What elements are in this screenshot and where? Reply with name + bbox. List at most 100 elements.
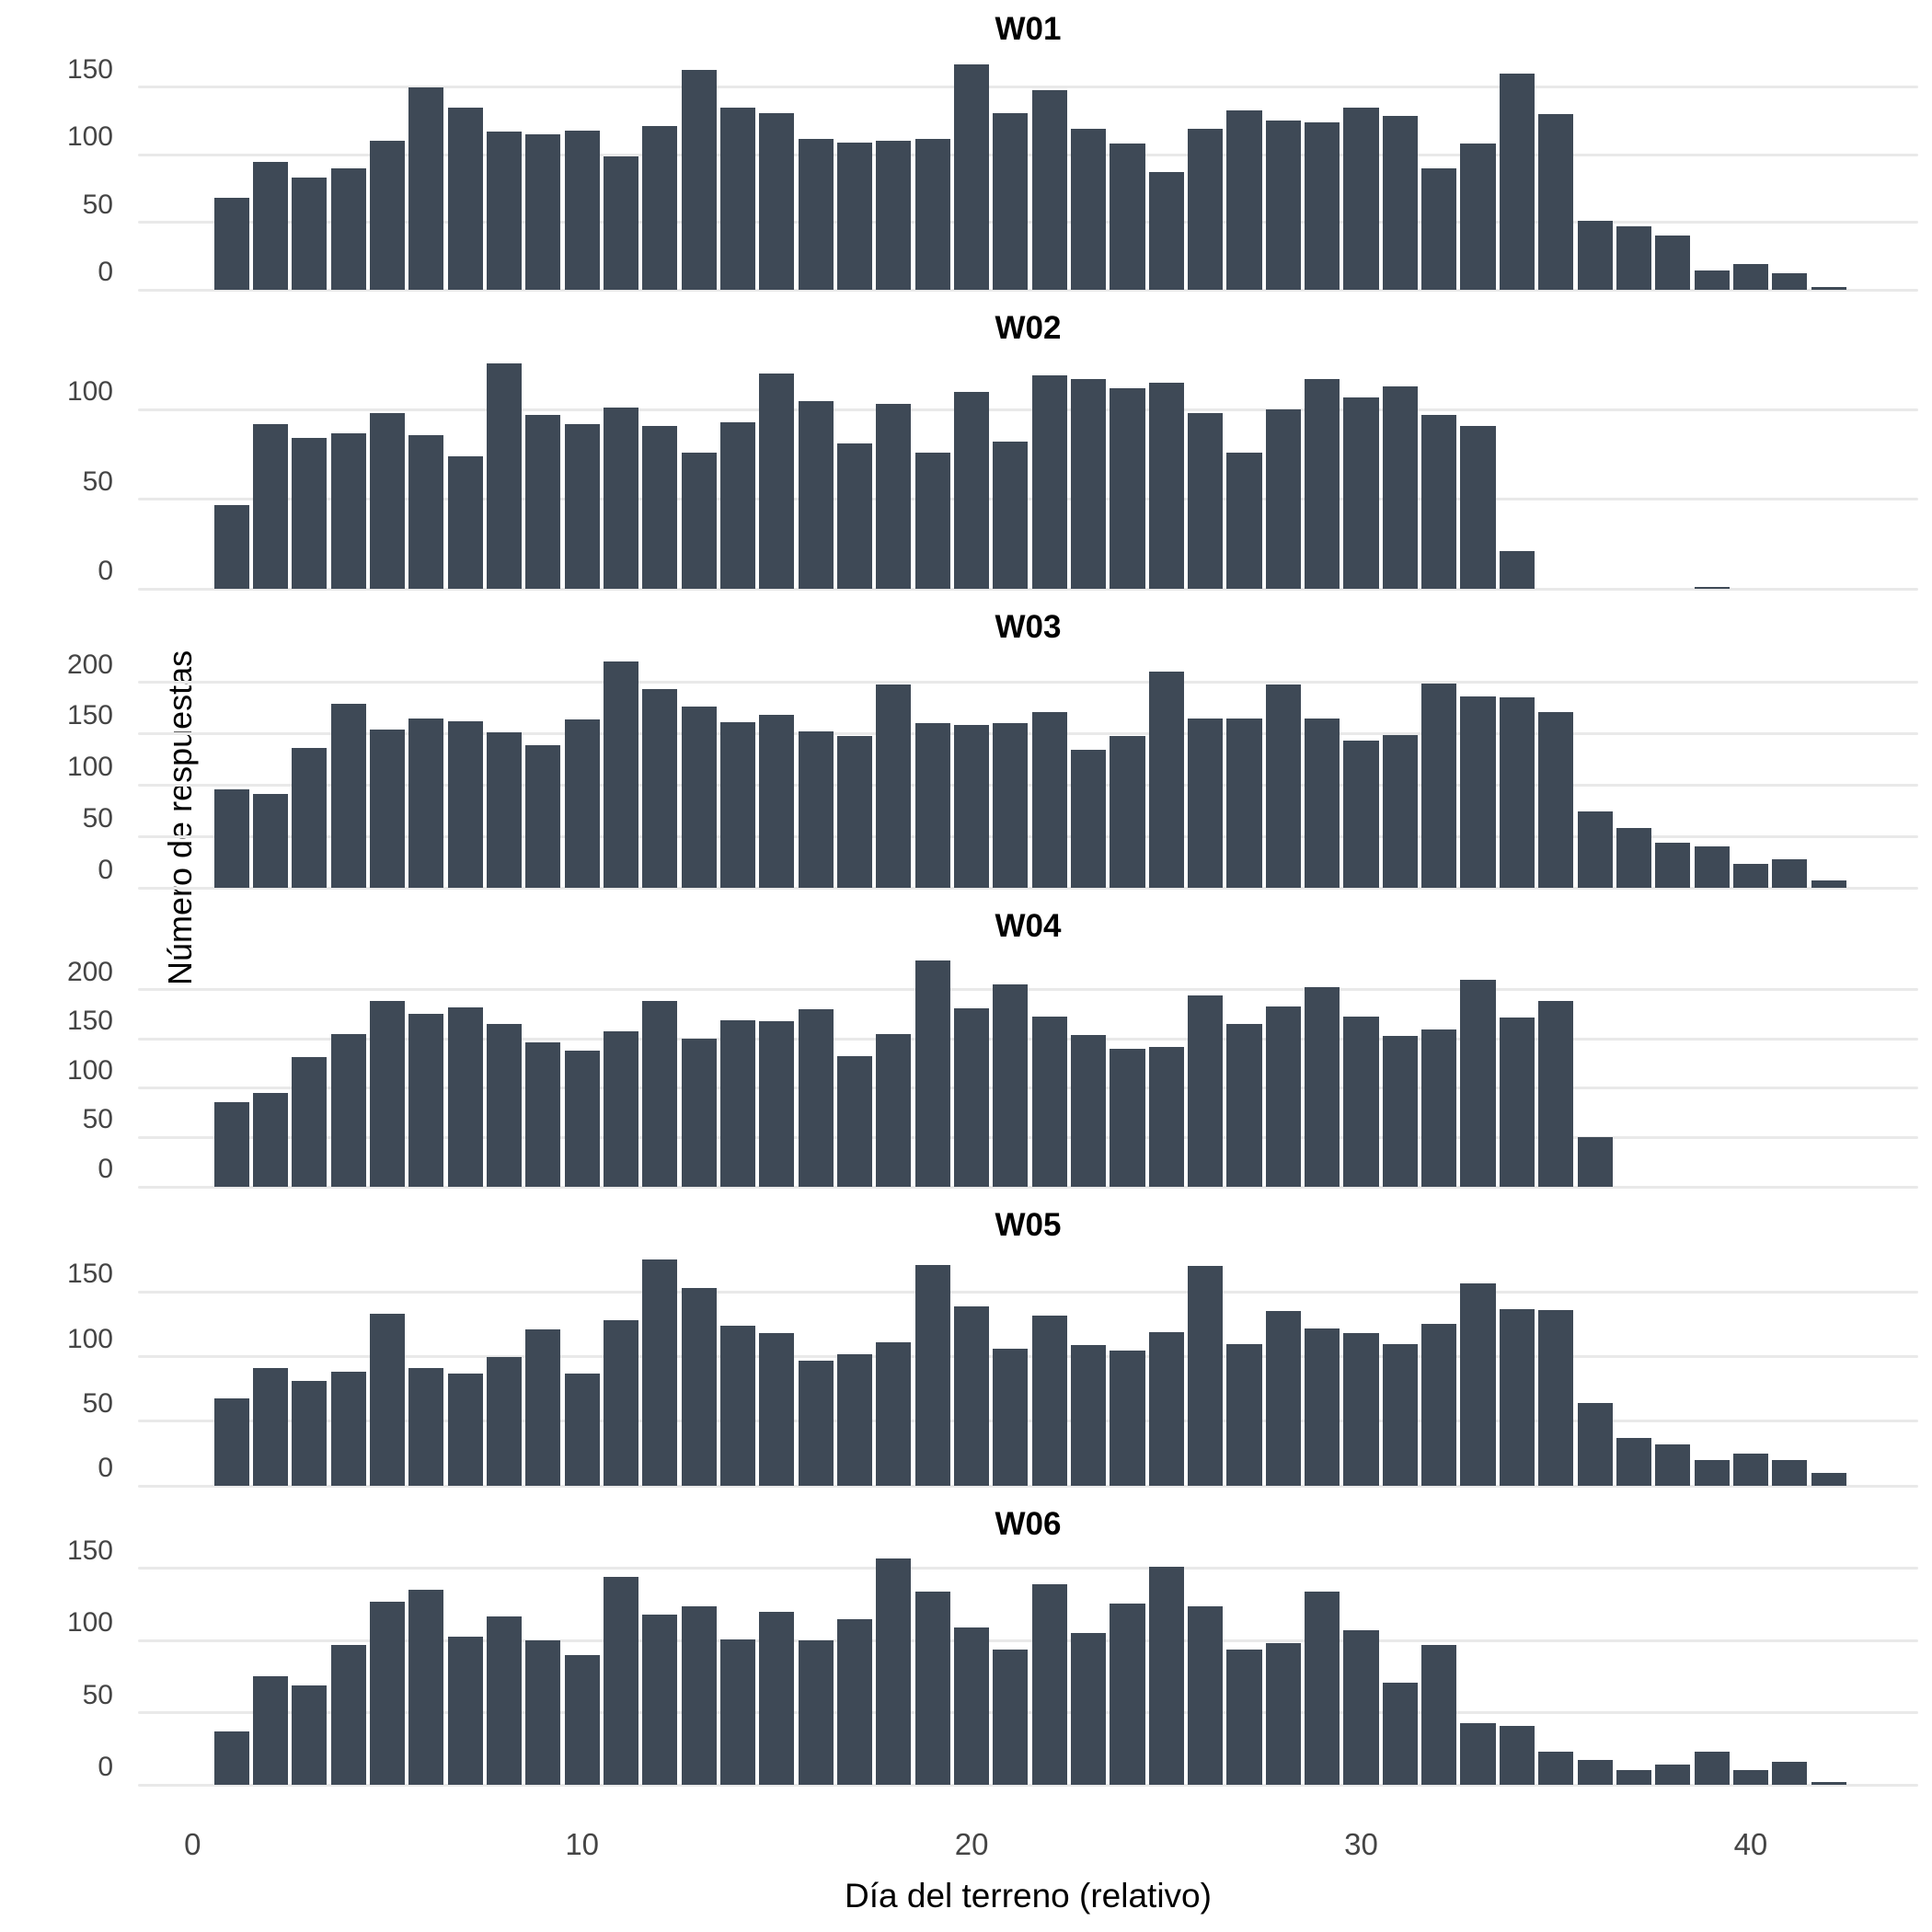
bar-W03-day-12 xyxy=(642,689,678,888)
plot-area: 0 50 100 150 xyxy=(67,53,1918,297)
bar-W05-day-18 xyxy=(876,1342,912,1486)
bar-W04-day-32 xyxy=(1421,1029,1457,1187)
bar-W02-day-8 xyxy=(486,362,523,589)
bar-W03-day-6 xyxy=(408,718,444,888)
bar-W05-day-13 xyxy=(681,1288,717,1486)
bar-W05-day-9 xyxy=(525,1329,561,1486)
bar-W02-day-34 xyxy=(1499,551,1535,589)
bar-W05-day-32 xyxy=(1421,1324,1457,1486)
y-tick-label: 0 xyxy=(98,1752,113,1782)
bar-W06-day-22 xyxy=(1031,1584,1067,1785)
bar-W06-day-42 xyxy=(1811,1781,1846,1785)
bar-W04-day-29 xyxy=(1305,986,1340,1187)
bar-W04-day-24 xyxy=(1110,1049,1145,1187)
bar-W05-day-26 xyxy=(1188,1266,1224,1486)
bar-W05-day-15 xyxy=(759,1333,795,1486)
bar-W02-day-29 xyxy=(1305,379,1340,589)
bar-W05-day-5 xyxy=(369,1314,406,1486)
bar-W05-day-24 xyxy=(1110,1350,1145,1486)
bar-W02-day-27 xyxy=(1226,453,1262,589)
bar-W06-day-25 xyxy=(1148,1567,1184,1785)
gridline-0 xyxy=(138,1185,1918,1189)
bar-W01-day-35 xyxy=(1538,114,1574,290)
y-tick-label: 0 xyxy=(98,1154,113,1184)
bar-W03-day-5 xyxy=(369,729,406,888)
bar-W01-day-37 xyxy=(1616,225,1651,290)
bar-W04-day-15 xyxy=(759,1021,795,1187)
y-tick-label: 150 xyxy=(66,1259,113,1290)
bar-W05-day-1 xyxy=(213,1397,249,1486)
bar-W01-day-39 xyxy=(1694,270,1730,290)
y-tick-label: 200 xyxy=(66,649,113,680)
bar-W06-day-30 xyxy=(1343,1630,1379,1785)
bar-W06-day-28 xyxy=(1265,1643,1301,1785)
bar-W01-day-19 xyxy=(914,138,950,290)
gridline-100 xyxy=(138,783,1918,787)
bar-W03-day-41 xyxy=(1772,858,1808,888)
bar-W04-day-35 xyxy=(1538,1000,1574,1187)
y-tick-label: 0 xyxy=(98,1453,113,1483)
bar-W03-day-26 xyxy=(1188,718,1224,888)
facet-title: W06 xyxy=(995,1506,1062,1542)
bar-W01-day-21 xyxy=(993,112,1029,290)
bar-W01-day-10 xyxy=(564,130,600,290)
facet-title: W02 xyxy=(995,310,1062,346)
bar-W05-day-35 xyxy=(1538,1310,1574,1486)
bar-W05-day-41 xyxy=(1772,1459,1808,1486)
gridline-150 xyxy=(138,1290,1918,1294)
gridline-0 xyxy=(138,886,1918,890)
bar-W06-day-10 xyxy=(564,1654,600,1785)
bar-W03-day-38 xyxy=(1655,842,1691,888)
y-tick-label: 100 xyxy=(66,752,113,783)
bar-W01-day-33 xyxy=(1460,144,1496,290)
bar-W02-day-11 xyxy=(603,408,639,589)
bar-W01-day-38 xyxy=(1655,236,1691,290)
bar-W03-day-8 xyxy=(486,732,523,888)
bar-W06-day-5 xyxy=(369,1601,406,1785)
bar-W04-day-17 xyxy=(837,1055,873,1187)
bar-W03-day-31 xyxy=(1382,734,1418,888)
bar-W06-day-8 xyxy=(486,1616,523,1785)
bar-W01-day-8 xyxy=(486,132,523,290)
bar-W03-day-14 xyxy=(720,722,756,888)
bar-W01-day-26 xyxy=(1188,129,1224,290)
bar-W04-day-28 xyxy=(1265,1006,1301,1187)
bar-W05-day-40 xyxy=(1732,1453,1768,1486)
bar-W03-day-25 xyxy=(1148,672,1184,888)
plot-area: 0 50 100 150 xyxy=(67,1249,1918,1493)
facet-title: W04 xyxy=(995,908,1062,944)
bar-W05-day-36 xyxy=(1577,1403,1613,1486)
bar-W03-day-32 xyxy=(1421,683,1457,888)
bar-W04-day-12 xyxy=(642,1000,678,1187)
bar-W03-day-22 xyxy=(1031,711,1067,888)
bar-W01-day-29 xyxy=(1305,121,1340,290)
bar-W01-day-20 xyxy=(954,63,990,290)
bar-W02-day-20 xyxy=(954,391,990,589)
x-tick-label-10: 10 xyxy=(565,1827,600,1861)
bar-W03-day-20 xyxy=(954,725,990,888)
bar-W02-day-32 xyxy=(1421,415,1457,589)
bar-W05-day-14 xyxy=(720,1325,756,1486)
bar-W02-day-2 xyxy=(252,423,288,589)
bar-W06-day-2 xyxy=(252,1676,288,1785)
bar-W06-day-12 xyxy=(642,1615,678,1785)
bar-W01-day-41 xyxy=(1772,273,1808,290)
bar-W05-day-28 xyxy=(1265,1311,1301,1486)
plot-area: 0 50 100 150 200 xyxy=(67,950,1918,1194)
bar-W03-day-3 xyxy=(292,748,328,888)
y-tick-label: 50 xyxy=(82,1104,113,1135)
facet-W02: W02 0 50 100 xyxy=(0,305,1932,604)
bar-W03-day-24 xyxy=(1110,735,1145,888)
gridline-50 xyxy=(138,498,1918,501)
gridline-0 xyxy=(138,1783,1918,1787)
bar-W01-day-5 xyxy=(369,141,406,290)
bar-W03-day-28 xyxy=(1265,684,1301,888)
bar-W04-day-8 xyxy=(486,1024,523,1187)
bar-W02-day-26 xyxy=(1188,413,1224,589)
y-tick-label: 150 xyxy=(66,1535,113,1566)
gridline-100 xyxy=(138,153,1918,156)
bar-W04-day-23 xyxy=(1071,1035,1107,1187)
bar-W04-day-11 xyxy=(603,1030,639,1187)
bar-W06-day-41 xyxy=(1772,1761,1808,1785)
bar-W06-day-16 xyxy=(798,1640,834,1785)
